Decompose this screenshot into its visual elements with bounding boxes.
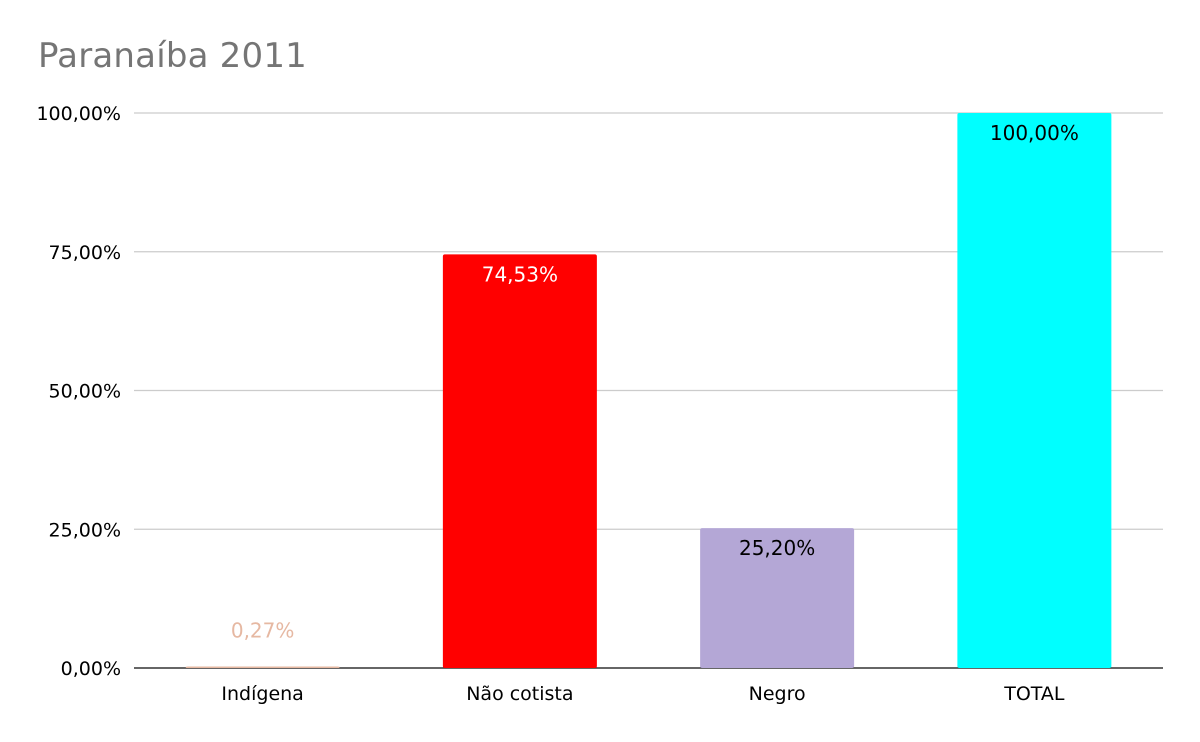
data-label: 25,20% (739, 536, 815, 560)
bar (700, 528, 855, 668)
data-labels: 0,27% 74,53% 25,20% 100,00% (231, 121, 1079, 643)
bar (957, 113, 1112, 668)
x-tick-label: Não cotista (466, 683, 573, 705)
y-tick-label: 0,00% (61, 658, 121, 680)
y-tick-label: 100,00% (36, 103, 121, 125)
data-label: 100,00% (990, 121, 1079, 145)
x-tick-label: Indígena (221, 683, 303, 705)
bar (442, 254, 597, 668)
x-tick-label: TOTAL (1003, 683, 1065, 705)
x-axis-tick-labels: Indígena Não cotista Negro TOTAL (221, 683, 1065, 705)
y-axis-tick-labels: 0,00% 25,00% 50,00% 75,00% 100,00% (36, 103, 121, 680)
chart-title: Paranaíba 2011 (38, 36, 308, 76)
y-tick-label: 50,00% (49, 381, 121, 403)
y-tick-label: 25,00% (49, 519, 121, 541)
data-label: 0,27% (231, 619, 295, 643)
y-tick-label: 75,00% (49, 242, 121, 264)
bars (185, 113, 1112, 668)
bar (185, 666, 340, 668)
x-tick-label: Negro (749, 683, 806, 705)
data-label: 74,53% (482, 262, 558, 286)
